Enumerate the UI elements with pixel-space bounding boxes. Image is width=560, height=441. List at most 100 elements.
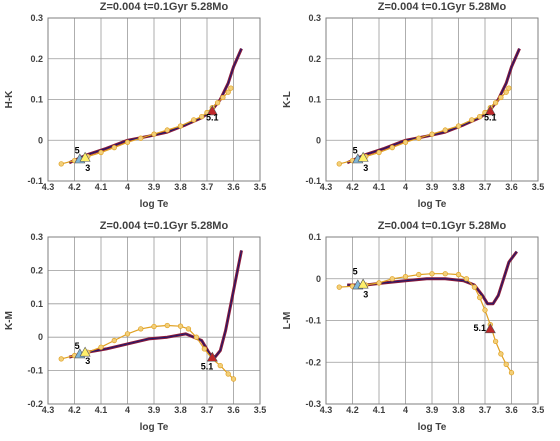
- triangle-marker-yellow: [79, 346, 91, 357]
- y-tick-label: -0.1: [27, 176, 43, 186]
- chart-panel-2: 4.3 4.2 4.1 4 3.9 3.8 3.7 3.6 3.5 -0.1 0 0.1 0.2 0.3 Z…: [282, 1, 544, 210]
- annotation-label: 3: [363, 290, 368, 300]
- x-tick-label: 4: [403, 182, 408, 192]
- triangle-marker-red: [206, 105, 218, 116]
- x-tick-label: 4: [403, 405, 408, 415]
- annotation-label: 5: [353, 146, 358, 156]
- annotation-label: 5.1: [484, 113, 497, 123]
- data-point: [98, 149, 104, 156]
- chart-panel-3: 4.3 4.2 4.1 4 3.9 3.8 3.7 3.6 3.5 -0.2 -0.1 0 0.1 0.2…: [4, 220, 266, 433]
- data-point: [124, 331, 131, 337]
- x-tick-label: 3.7: [479, 405, 492, 415]
- data-point: [389, 144, 395, 151]
- data-point: [225, 89, 231, 95]
- x-axis-label: log Te: [140, 422, 169, 433]
- triangle-marker-yellow: [357, 151, 369, 162]
- data-point: [151, 131, 157, 137]
- x-tick-label: 4.3: [42, 405, 55, 415]
- data-point: [508, 370, 515, 376]
- y-tick-label: -0.1: [305, 316, 321, 326]
- y-tick-label: 0.3: [30, 232, 43, 242]
- chart-panel-4: 4.3 4.2 4.1 4 3.9 3.8 3.7 3.6 3.5 -0.3 -0.2 -0.1 0 0.…: [282, 220, 544, 433]
- series-line-core: [69, 250, 242, 358]
- y-tick-label: 0.1: [308, 232, 321, 242]
- x-tick-label: 3.8: [174, 405, 187, 415]
- y-tick-label: 0.3: [308, 13, 321, 23]
- data-point: [477, 113, 483, 120]
- x-tick-label: 4: [125, 182, 130, 192]
- x-tick-label: 4.3: [320, 405, 333, 415]
- data-point: [217, 362, 223, 369]
- x-tick-label: 3.8: [452, 405, 465, 415]
- y-tick-label: -0.1: [27, 366, 43, 376]
- x-tick-label: 3.5: [254, 182, 267, 192]
- data-point: [498, 351, 504, 357]
- y-tick-label: 0.1: [30, 95, 43, 105]
- triangle-marker-red: [206, 351, 218, 362]
- x-tick-label: 4.2: [346, 182, 359, 192]
- data-point: [429, 131, 435, 137]
- data-point: [138, 326, 144, 332]
- y-tick-label: 0: [316, 135, 321, 145]
- data-point: [376, 149, 382, 156]
- x-tick-label: 4.2: [68, 405, 81, 415]
- data-point: [201, 346, 208, 352]
- annotation-label: 5.1: [201, 362, 214, 372]
- data-point: [220, 94, 226, 101]
- annotation-label: 5: [75, 146, 80, 156]
- x-axis-label: log Te: [418, 422, 447, 433]
- data-point: [389, 276, 395, 282]
- y-axis-label: L-M: [282, 312, 293, 330]
- annotation-label: 5: [353, 267, 358, 277]
- data-point: [177, 323, 184, 329]
- data-point: [164, 127, 170, 133]
- data-point: [463, 276, 470, 282]
- x-tick-label: 3.7: [201, 182, 214, 192]
- x-tick-label: 3.7: [479, 182, 492, 192]
- y-tick-label: 0.3: [30, 13, 43, 23]
- chart-title: Z=0.004 t=0.1Gyr 5.28Mo: [100, 220, 229, 232]
- y-tick-label: 0.2: [30, 54, 43, 64]
- chart-title: Z=0.004 t=0.1Gyr 5.28Mo: [100, 1, 229, 13]
- data-point: [228, 85, 234, 91]
- data-point: [336, 161, 342, 167]
- data-point: [124, 139, 131, 145]
- data-point: [214, 100, 221, 106]
- data-point: [336, 284, 342, 290]
- data-point: [111, 337, 117, 344]
- plot-frame: [325, 17, 539, 182]
- data-point: [492, 100, 499, 106]
- x-tick-label: 3.9: [148, 182, 161, 192]
- x-tick-label: 4.2: [68, 182, 81, 192]
- x-tick-label: 3.7: [201, 405, 214, 415]
- x-tick-label: 3.6: [227, 182, 240, 192]
- x-axis-label: log Te: [418, 199, 447, 210]
- y-tick-label: -0.2: [305, 357, 321, 367]
- x-tick-label: 3.9: [426, 182, 439, 192]
- data-point: [402, 274, 409, 280]
- annotation-label: 5: [75, 341, 80, 351]
- annotation-label: 5.1: [473, 323, 486, 333]
- data-point: [58, 356, 64, 362]
- data-point: [185, 326, 192, 332]
- y-tick-label: 0.1: [30, 299, 43, 309]
- data-point: [58, 161, 64, 167]
- y-tick-label: 0.2: [30, 265, 43, 275]
- data-point: [416, 271, 422, 278]
- x-tick-label: 4.3: [42, 182, 55, 192]
- annotation-label: 3: [363, 163, 368, 173]
- data-point: [199, 113, 205, 120]
- data-point: [402, 139, 409, 145]
- y-tick-label: -0.2: [27, 399, 43, 409]
- data-point: [455, 271, 462, 278]
- data-point: [177, 123, 184, 129]
- data-point: [442, 271, 448, 277]
- data-point: [482, 307, 488, 313]
- x-tick-label: 3.6: [505, 182, 518, 192]
- data-point: [469, 117, 475, 123]
- plot-frame: [325, 236, 539, 405]
- data-point: [164, 322, 170, 329]
- y-tick-label: 0.2: [308, 54, 321, 64]
- data-point: [98, 344, 104, 350]
- data-point: [138, 135, 144, 141]
